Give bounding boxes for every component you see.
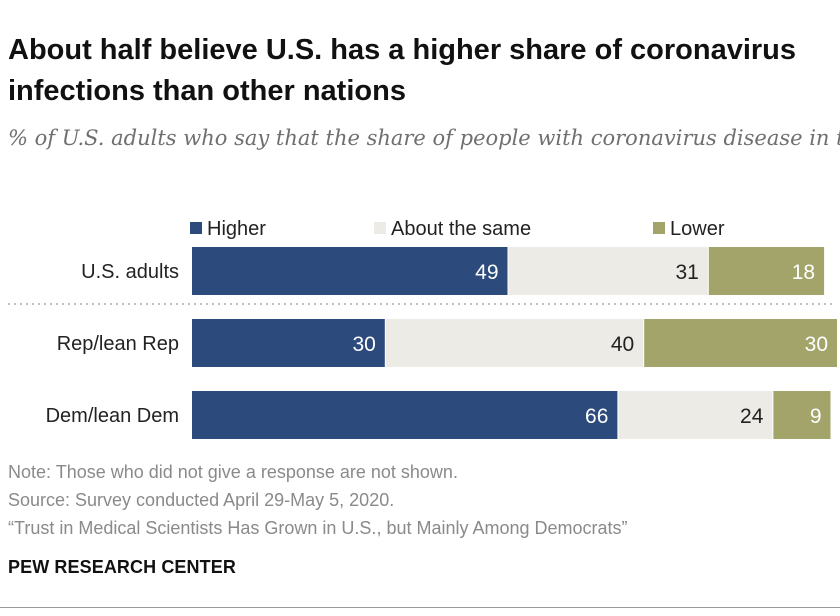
value-label-about-the-same-dem-lean-dem: 24	[740, 405, 764, 428]
bar-segment-higher-rep-lean-rep	[192, 319, 385, 367]
legend-label-higher: Higher	[207, 218, 266, 240]
bar-segment-about-the-same-dem-lean-dem	[618, 391, 773, 439]
category-label-u-s-adults: U.S. adults	[81, 261, 179, 283]
category-label-rep-lean-rep: Rep/lean Rep	[57, 333, 179, 355]
bar-segment-lower-rep-lean-rep	[644, 319, 837, 367]
value-label-lower-dem-lean-dem: 9	[810, 405, 822, 428]
value-label-lower-u-s-adults: 18	[792, 261, 815, 284]
report-title: “Trust in Medical Scientists Has Grown i…	[8, 518, 628, 538]
legend-swatch-about-the-same	[374, 222, 386, 234]
bar-segment-about-the-same-rep-lean-rep	[385, 319, 644, 367]
source-note: Source: Survey conducted April 29-May 5,…	[8, 490, 395, 510]
footnote: Note: Those who did not give a response …	[8, 462, 458, 482]
value-label-higher-rep-lean-rep: 30	[352, 333, 375, 356]
chart-subtitle: % of U.S. adults who say that the share …	[8, 126, 840, 150]
chart-bars: U.S. adults 49 31 18 Rep/lean Rep 30 40 30 Dem/l…	[8, 247, 837, 439]
bar-segment-lower-u-s-adults	[708, 247, 825, 295]
bar-segment-about-the-same-u-s-adults	[508, 247, 708, 295]
chart-legend: Higher About the same Lower	[190, 218, 725, 240]
category-label-dem-lean-dem: Dem/lean Dem	[46, 405, 179, 427]
legend-swatch-higher	[190, 222, 202, 234]
organization-name: PEW RESEARCH CENTER	[8, 557, 236, 577]
legend-swatch-lower	[653, 222, 665, 234]
chart-title: About half believe U.S. has a higher sha…	[8, 34, 797, 107]
stacked-bar-chart: Higher About the same Lower U.S. adults 49 3…	[8, 218, 837, 439]
legend-label-lower: Lower	[670, 218, 725, 240]
bottom-divider	[0, 607, 840, 608]
bar-segment-lower-dem-lean-dem	[773, 391, 831, 439]
value-label-about-the-same-u-s-adults: 31	[675, 261, 698, 284]
bar-segment-higher-dem-lean-dem	[192, 391, 618, 439]
bar-segment-higher-u-s-adults	[192, 247, 508, 295]
value-label-lower-rep-lean-rep: 30	[805, 333, 828, 356]
value-label-about-the-same-rep-lean-rep: 40	[611, 333, 634, 356]
value-label-higher-dem-lean-dem: 66	[585, 405, 608, 428]
legend-label-about-the-same: About the same	[391, 218, 531, 240]
value-label-higher-u-s-adults: 49	[475, 261, 498, 284]
